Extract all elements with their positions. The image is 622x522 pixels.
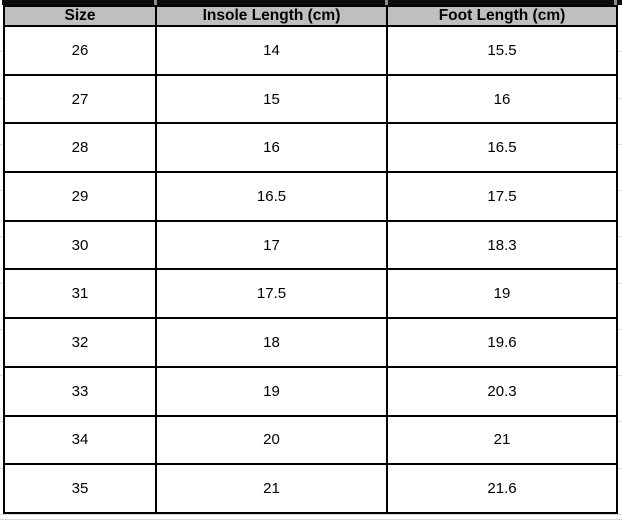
table-cell-size: 29	[3, 171, 157, 222]
table-row: 35 21 21.6	[3, 463, 618, 514]
size-chart-table: Size Insole Length (cm) Foot Length (cm)…	[3, 5, 618, 514]
table-row: 27 15 16	[3, 73, 618, 125]
gridline-gap	[385, 0, 388, 5]
gridline	[0, 514, 622, 515]
table-row: 34 20 21	[3, 414, 618, 466]
table-cell-size: 34	[3, 414, 157, 466]
table-cell-foot: 20.3	[386, 365, 618, 417]
table-cell-foot: 16.5	[386, 122, 618, 174]
table-cell-foot: 15.5	[386, 25, 618, 76]
table-cell-insole: 17	[155, 219, 388, 271]
table-cell-insole: 16.5	[155, 171, 388, 222]
table-cell-insole: 16	[155, 122, 388, 174]
table-cell-insole: 19	[155, 365, 388, 417]
gridline-gap	[154, 0, 157, 5]
table-row: 33 19 20.3	[3, 365, 618, 417]
header-cell-size: Size	[3, 5, 157, 27]
table-row: 30 17 18.3	[3, 219, 618, 271]
table-cell-size: 27	[3, 73, 157, 125]
table-cell-size: 26	[3, 25, 157, 76]
table-row: 31 17.5 19	[3, 268, 618, 320]
gridline	[0, 519, 622, 520]
top-strip	[2, 0, 622, 5]
table-row: 26 14 15.5	[3, 25, 618, 76]
table-cell-foot: 18.3	[386, 219, 618, 271]
table-cell-insole: 17.5	[155, 268, 388, 320]
table-cell-insole: 21	[155, 463, 388, 514]
table-cell-foot: 17.5	[386, 171, 618, 222]
table-cell-foot: 19	[386, 268, 618, 320]
table-cell-insole: 18	[155, 317, 388, 368]
header-cell-foot-length: Foot Length (cm)	[386, 5, 618, 27]
header-row: Size Insole Length (cm) Foot Length (cm)	[3, 5, 618, 27]
gridline-gap	[614, 0, 617, 5]
table-row: 32 18 19.6	[3, 317, 618, 368]
table-cell-foot: 19.6	[386, 317, 618, 368]
table-cell-foot: 21.6	[386, 463, 618, 514]
table-cell-size: 31	[3, 268, 157, 320]
table-cell-size: 35	[3, 463, 157, 514]
table-cell-insole: 20	[155, 414, 388, 466]
table-cell-insole: 14	[155, 25, 388, 76]
table-row: 28 16 16.5	[3, 122, 618, 174]
table-cell-size: 32	[3, 317, 157, 368]
table-cell-size: 33	[3, 365, 157, 417]
table-row: 29 16.5 17.5	[3, 171, 618, 222]
table-cell-size: 30	[3, 219, 157, 271]
table-cell-foot: 21	[386, 414, 618, 466]
table-cell-size: 28	[3, 122, 157, 174]
header-cell-insole-length: Insole Length (cm)	[155, 5, 388, 27]
table-cell-insole: 15	[155, 73, 388, 125]
table-cell-foot: 16	[386, 73, 618, 125]
